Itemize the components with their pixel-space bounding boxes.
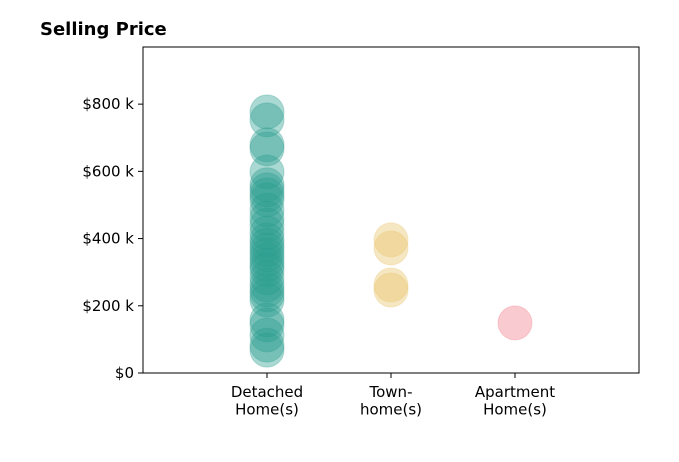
- point: [373, 222, 409, 258]
- y-tick-label: $200 k: [82, 297, 134, 315]
- point: [249, 247, 285, 283]
- point: [249, 282, 285, 318]
- point: [249, 327, 285, 363]
- point: [249, 267, 285, 303]
- point: [249, 154, 285, 190]
- point: [249, 182, 285, 218]
- point: [249, 237, 285, 273]
- point: [249, 302, 285, 338]
- point: [249, 94, 285, 130]
- point: [249, 332, 285, 368]
- point: [249, 172, 285, 208]
- point: [373, 267, 409, 303]
- plot-frame: [142, 46, 640, 374]
- point: [249, 177, 285, 213]
- point: [249, 317, 285, 353]
- point: [249, 307, 285, 343]
- point: [249, 272, 285, 308]
- y-tick-label: $800 k: [82, 95, 134, 113]
- y-tick-label: $600 k: [82, 162, 134, 180]
- point: [373, 272, 409, 308]
- point: [249, 192, 285, 228]
- x-tick-label: Apartment Home(s): [475, 383, 555, 418]
- y-tick-label: $0: [115, 364, 134, 382]
- point: [249, 167, 285, 203]
- point: [249, 127, 285, 163]
- point: [249, 242, 285, 278]
- point: [373, 230, 409, 266]
- point: [497, 305, 533, 341]
- x-tick-label: Town-home(s): [360, 383, 422, 418]
- point: [249, 207, 285, 243]
- point: [249, 131, 285, 167]
- chart-title: Selling Price: [40, 19, 167, 40]
- x-tick-label: Detached Home(s): [231, 383, 303, 418]
- point: [249, 222, 285, 258]
- point: [249, 277, 285, 313]
- y-tick-label: $400 k: [82, 230, 134, 248]
- point: [249, 252, 285, 288]
- point: [249, 260, 285, 296]
- point: [249, 200, 285, 236]
- point: [249, 232, 285, 268]
- point: [249, 227, 285, 263]
- point: [249, 215, 285, 251]
- point: [249, 102, 285, 138]
